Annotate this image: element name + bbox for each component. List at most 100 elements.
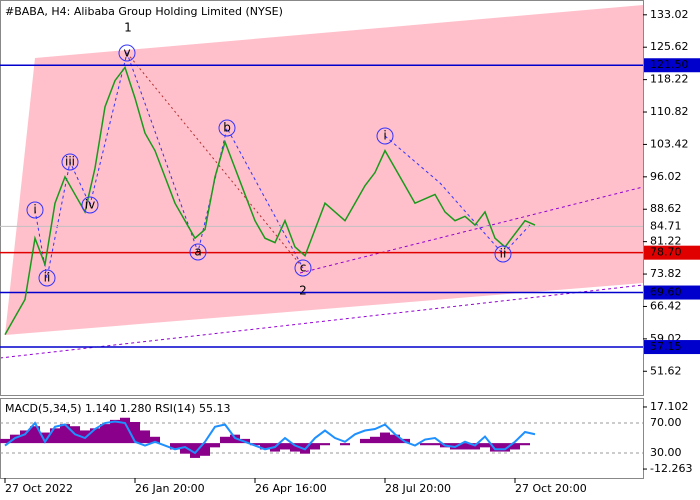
macd-bar — [510, 443, 520, 450]
y-tick-label: 66.42 — [650, 299, 682, 312]
level-label: 121.50 — [650, 58, 689, 71]
level-box — [644, 285, 700, 300]
indicator-title: MACD(5,34,5) 1.140 1.280 RSI(14) 55.13 — [5, 402, 230, 415]
macd-bar — [180, 443, 190, 454]
macd-bar — [460, 443, 470, 450]
y-tick-label: 30.00 — [650, 446, 682, 459]
macd-bar — [420, 443, 430, 446]
price-line — [4, 65, 536, 335]
macd-bar — [140, 430, 150, 444]
level-box — [644, 245, 700, 260]
current-price-label: 84.71 — [650, 219, 682, 232]
macd-bar — [50, 428, 60, 444]
macd-bar — [480, 443, 490, 448]
wave-label: ii — [44, 271, 51, 285]
wave-path — [126, 52, 304, 269]
macd-bar — [500, 443, 510, 452]
y-tick-label: 70.00 — [650, 416, 682, 429]
wave-label: 1 — [124, 21, 132, 35]
macd-bar — [110, 419, 120, 444]
wave-circle — [38, 269, 56, 287]
price-channel — [5, 5, 643, 335]
y-tick-label: 17.102 — [650, 400, 689, 413]
macd-bar — [170, 443, 180, 450]
macd-bar — [220, 436, 230, 444]
y-tick-label: 133.02 — [650, 8, 689, 21]
level-label: 69.60 — [650, 286, 682, 299]
macd-bar — [20, 430, 30, 444]
wave-circle — [189, 243, 207, 261]
macd-bar — [340, 443, 350, 446]
wave-label: a — [194, 245, 201, 259]
wave-circle — [294, 259, 312, 277]
macd-bar — [120, 417, 130, 444]
macd-bar — [130, 421, 140, 444]
wave-label: i — [33, 203, 36, 217]
macd-bar — [210, 443, 220, 448]
x-tick-label: 26 Jan 20:00 — [135, 482, 205, 495]
y-tick-label: 103.42 — [650, 137, 689, 150]
macd-bar — [40, 432, 50, 444]
wave-circle — [376, 127, 394, 145]
wave-circle — [61, 153, 79, 171]
y-tick-label: 81.22 — [650, 235, 682, 248]
macd-bar — [100, 424, 110, 444]
macd-bar — [520, 443, 530, 446]
level-box — [644, 58, 700, 73]
macd-bar — [200, 443, 210, 456]
wave-label: ii — [500, 247, 507, 261]
macd-bar — [490, 443, 500, 452]
y-tick-label: 51.62 — [650, 364, 682, 377]
macd-bar — [380, 432, 390, 444]
y-tick-label: 73.82 — [650, 267, 682, 280]
macd-bar — [290, 443, 300, 452]
wave-circle — [494, 245, 512, 263]
macd-bar — [370, 436, 380, 444]
macd-bar — [60, 424, 70, 444]
level-label: 78.70 — [650, 246, 682, 259]
y-tick-label: 110.82 — [650, 105, 689, 118]
macd-bar — [360, 438, 370, 444]
macd-bar — [0, 438, 10, 444]
main-frame — [0, 0, 644, 396]
wave-label: 2 — [299, 284, 307, 298]
wave-label: i — [383, 129, 386, 143]
level-label: 57.15 — [650, 340, 682, 353]
y-tick-label: 88.62 — [650, 202, 682, 215]
macd-bar — [430, 443, 440, 446]
x-tick-label: 26 Apr 16:00 — [255, 482, 327, 495]
wave-path — [384, 135, 531, 255]
current-price-box — [644, 219, 700, 234]
wave-circle — [118, 44, 136, 62]
wave-label: iii — [65, 155, 75, 169]
wave-circle — [218, 119, 236, 137]
y-tick-label: 118.22 — [650, 73, 689, 86]
y-tick-label: -12.263 — [650, 462, 692, 475]
wave-circle — [26, 201, 44, 219]
rsi-line — [4, 420, 536, 455]
macd-bar — [390, 434, 400, 444]
y-tick-label: 96.02 — [650, 170, 682, 183]
macd-bar — [260, 443, 270, 450]
trend-line — [299, 186, 644, 274]
macd-bar — [90, 428, 100, 444]
y-tick-label: 125.62 — [650, 40, 689, 53]
x-tick-label: 27 Oct 2022 — [5, 482, 73, 495]
macd-bar — [150, 436, 160, 444]
macd-bar — [310, 443, 320, 450]
level-box — [644, 340, 700, 355]
x-tick-label: 27 Oct 20:00 — [515, 482, 587, 495]
wave-label: c — [300, 261, 307, 275]
macd-bar — [30, 426, 40, 444]
wave-label: v — [123, 46, 130, 60]
macd-bar — [250, 443, 260, 446]
wave-label: b — [223, 121, 231, 135]
indicator-frame — [0, 398, 644, 479]
macd-bar — [190, 443, 200, 458]
wave-label: iv — [85, 198, 95, 212]
macd-bar — [320, 443, 330, 446]
macd-bar — [280, 443, 290, 450]
chart-title: #BABA, H4: Alibaba Group Holding Limited… — [5, 5, 283, 18]
wave-path — [34, 51, 304, 279]
